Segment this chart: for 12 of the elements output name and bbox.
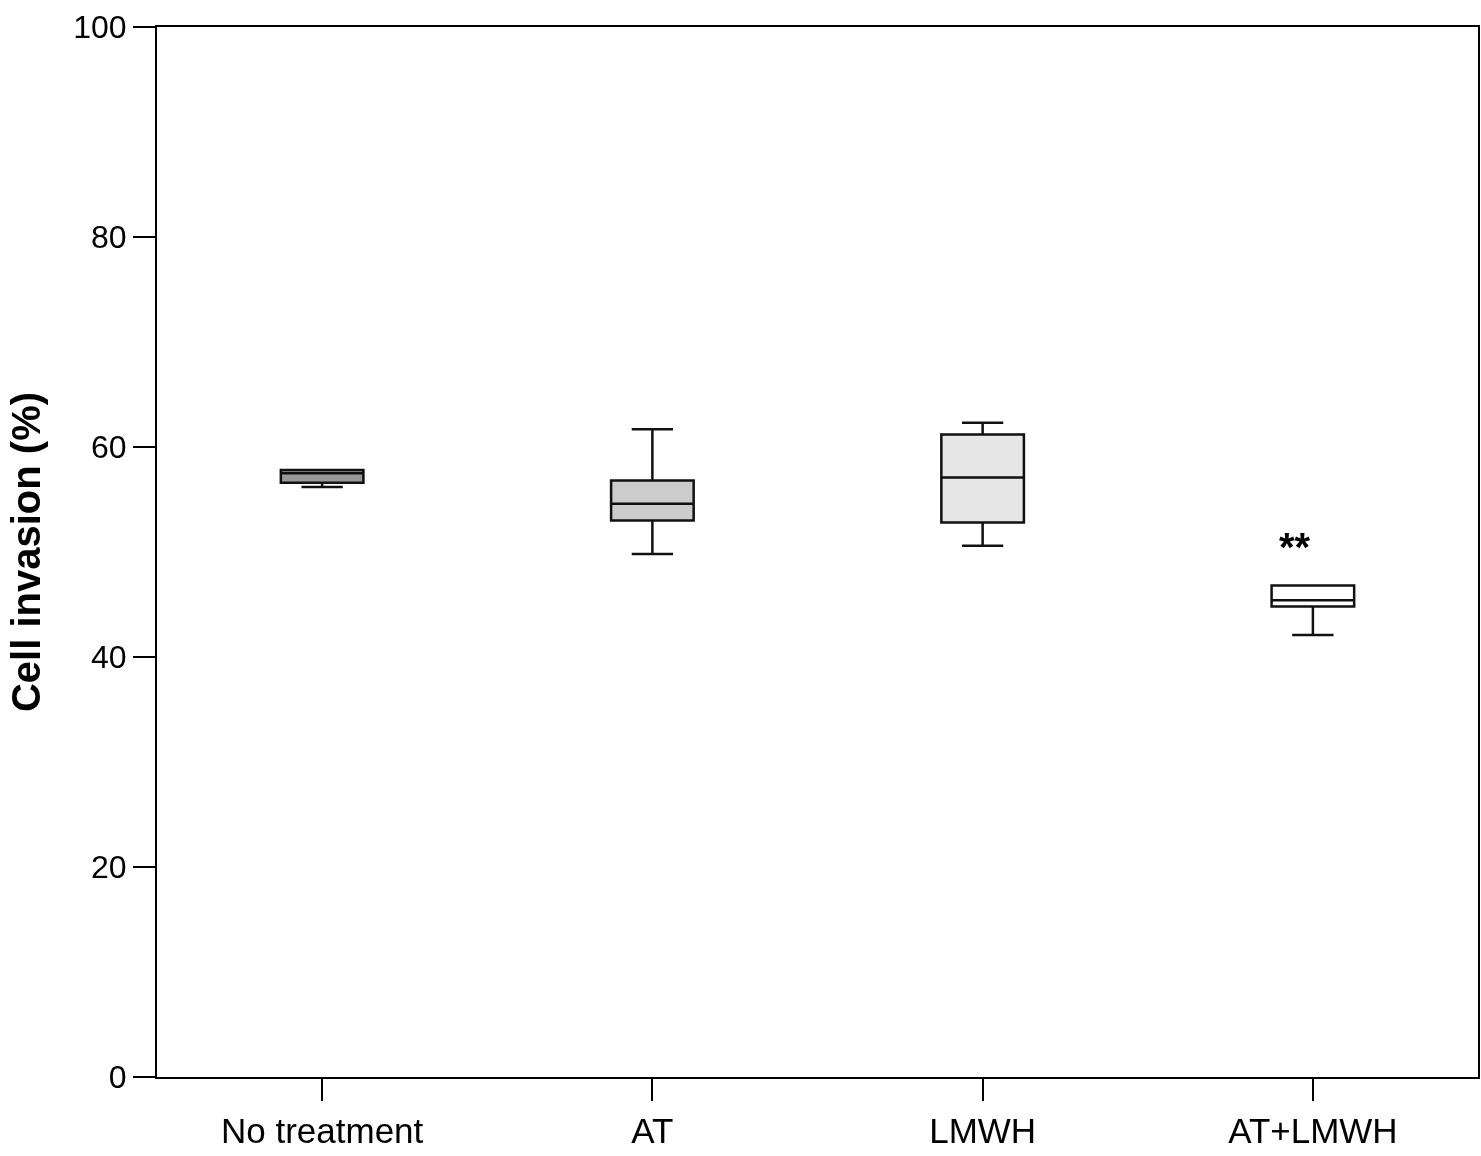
x-tick-label: AT	[631, 1111, 674, 1150]
y-tick-label: 20	[91, 849, 127, 886]
y-tick-label: 40	[91, 639, 127, 676]
x-tick-label: LMWH	[929, 1111, 1037, 1150]
y-tick-label: 60	[91, 429, 127, 466]
y-axis-title: Cell invasion (%)	[4, 391, 49, 713]
annotation: **	[1279, 525, 1311, 569]
y-tick-label: 0	[108, 1059, 127, 1096]
x-tick-label: No treatment	[220, 1111, 424, 1150]
y-tick-label: 80	[91, 219, 127, 256]
x-tick-label: AT+LMWH	[1228, 1111, 1398, 1150]
y-tick-label: 100	[73, 9, 127, 46]
